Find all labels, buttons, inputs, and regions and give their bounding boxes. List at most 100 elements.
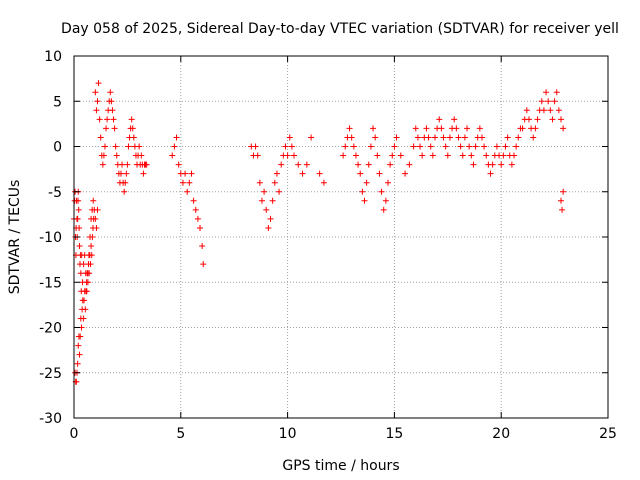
y-tick-label: -10	[39, 230, 62, 246]
data-point	[252, 143, 259, 150]
data-point	[470, 161, 477, 168]
data-point	[299, 170, 306, 177]
data-point	[498, 161, 505, 168]
data-point	[186, 179, 193, 186]
data-point	[365, 161, 372, 168]
data-point	[500, 152, 507, 159]
data-point	[254, 152, 261, 159]
data-point	[367, 143, 374, 150]
data-point	[316, 170, 323, 177]
data-point	[128, 116, 135, 123]
data-point	[472, 143, 479, 150]
data-point	[263, 206, 270, 213]
data-point	[278, 161, 285, 168]
data-point	[76, 243, 83, 250]
data-point	[85, 252, 92, 259]
data-point	[256, 179, 263, 186]
x-tick-label: 25	[599, 426, 617, 442]
data-point	[549, 116, 556, 123]
data-point	[80, 261, 87, 268]
data-point	[117, 170, 124, 177]
data-point	[355, 161, 362, 168]
scatter-series	[71, 80, 567, 385]
data-point	[83, 288, 90, 295]
x-tick-label: 15	[385, 426, 403, 442]
data-point	[94, 206, 101, 213]
data-point	[412, 125, 419, 132]
data-point	[265, 224, 272, 231]
x-axis-ticks: 0 5 10 15 20 25	[70, 56, 617, 442]
data-point	[111, 125, 118, 132]
data-point	[348, 134, 355, 141]
data-point	[363, 179, 370, 186]
data-point	[384, 179, 391, 186]
data-point	[200, 261, 207, 268]
data-point	[75, 206, 82, 213]
data-point	[476, 125, 483, 132]
data-point	[555, 107, 562, 114]
data-point	[560, 125, 567, 132]
data-point	[414, 134, 421, 141]
data-point	[560, 188, 567, 195]
data-point	[76, 224, 83, 231]
data-point	[197, 224, 204, 231]
data-point	[346, 125, 353, 132]
data-point	[525, 116, 532, 123]
data-point	[84, 270, 91, 277]
data-point	[459, 152, 466, 159]
data-point	[511, 152, 518, 159]
y-tick-label: -5	[48, 185, 62, 201]
data-point	[76, 351, 83, 358]
data-point	[271, 179, 278, 186]
data-point	[95, 80, 102, 87]
data-point	[515, 134, 522, 141]
data-point	[140, 170, 147, 177]
data-point	[438, 125, 445, 132]
data-point	[545, 98, 552, 105]
data-point	[75, 197, 82, 204]
data-point	[372, 134, 379, 141]
data-point	[340, 152, 347, 159]
x-tick-label: 10	[279, 426, 297, 442]
data-point	[551, 98, 558, 105]
data-point	[273, 170, 280, 177]
data-point	[286, 134, 293, 141]
data-point	[122, 179, 129, 186]
data-point	[143, 161, 150, 168]
chart-title: Day 058 of 2025, Sidereal Day-to-day VTE…	[61, 21, 619, 37]
data-point	[74, 215, 81, 222]
data-point	[192, 206, 199, 213]
data-point	[547, 107, 554, 114]
data-point	[446, 134, 453, 141]
data-point	[104, 116, 111, 123]
y-tick-label: -20	[39, 321, 62, 337]
data-point	[519, 125, 526, 132]
data-point	[108, 98, 115, 105]
data-point	[97, 134, 104, 141]
data-point	[406, 161, 413, 168]
y-tick-label: -15	[39, 275, 62, 291]
data-point	[350, 143, 357, 150]
data-point	[464, 125, 471, 132]
data-point	[291, 152, 298, 159]
data-point	[125, 143, 132, 150]
data-point	[538, 98, 545, 105]
data-point	[342, 143, 349, 150]
data-point	[258, 197, 265, 204]
data-point	[308, 134, 315, 141]
data-point	[171, 143, 178, 150]
data-point	[112, 143, 119, 150]
data-point	[99, 161, 106, 168]
data-point	[523, 107, 530, 114]
data-point	[93, 224, 100, 231]
data-point	[393, 134, 400, 141]
data-point	[532, 125, 539, 132]
data-point	[468, 152, 475, 159]
data-point	[457, 143, 464, 150]
data-point	[77, 333, 84, 340]
data-point	[92, 215, 99, 222]
data-point	[508, 161, 515, 168]
data-point	[440, 134, 447, 141]
data-point	[101, 143, 108, 150]
